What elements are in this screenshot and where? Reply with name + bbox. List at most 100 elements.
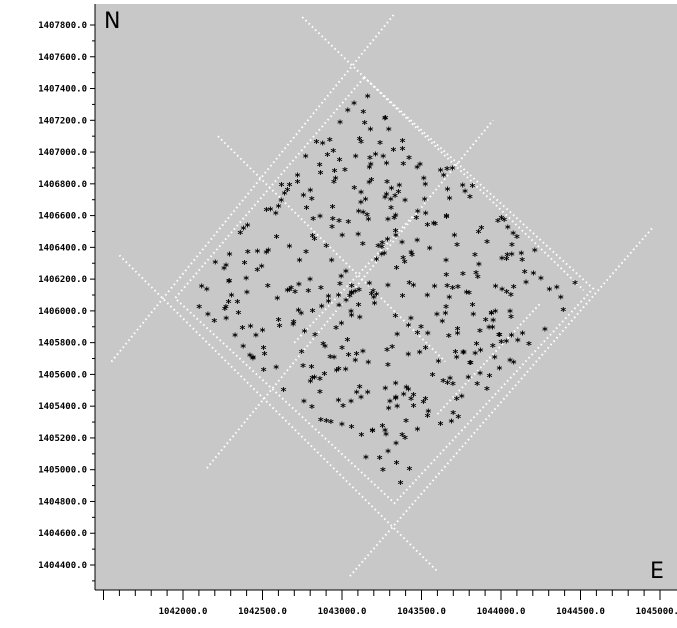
sample-point: *: [422, 394, 429, 407]
sample-point: *: [348, 289, 355, 302]
y-tick-label: 1406800.0: [38, 180, 87, 190]
x-tick-label: 1045000.0: [636, 607, 677, 617]
sample-point: *: [542, 325, 549, 338]
sample-point: *: [467, 358, 474, 371]
sample-point: *: [355, 207, 362, 220]
sample-point: *: [358, 187, 365, 200]
sample-point: *: [303, 247, 310, 260]
sample-point: *: [338, 272, 345, 285]
sample-point: *: [362, 195, 369, 208]
sample-point: *: [351, 183, 358, 196]
sample-point: *: [241, 258, 248, 271]
sample-point: *: [463, 288, 470, 301]
sample-point: *: [437, 419, 444, 432]
sample-point: *: [243, 274, 250, 287]
sample-point: *: [453, 394, 460, 407]
sample-point: *: [476, 260, 483, 273]
sample-point: *: [447, 374, 454, 387]
sample-point: *: [298, 308, 305, 321]
sample-point: *: [430, 218, 437, 231]
sample-point: *: [408, 248, 415, 261]
sample-point: *: [424, 291, 431, 304]
sample-point: *: [490, 316, 497, 329]
sample-point: *: [226, 276, 233, 289]
sample-point: *: [379, 238, 386, 251]
sample-point: *: [385, 125, 392, 138]
y-tick-label: 1404400.0: [38, 561, 87, 571]
sample-point: *: [363, 453, 370, 466]
sample-point: *: [510, 282, 517, 295]
sample-point: *: [370, 286, 377, 299]
sample-point: *: [254, 246, 261, 259]
sample-point: *: [244, 220, 251, 233]
sample-point: *: [424, 220, 431, 233]
sample-point: *: [429, 370, 436, 383]
sample-point: *: [307, 186, 314, 199]
sample-point: *: [443, 270, 450, 283]
sample-point: *: [393, 393, 400, 406]
sample-point: *: [444, 378, 451, 391]
sample-point: *: [344, 335, 351, 348]
sample-point: *: [439, 316, 446, 329]
sample-point: *: [352, 286, 359, 299]
sample-point: *: [503, 254, 510, 267]
sample-point: *: [352, 355, 359, 368]
x-axis-ticks: 1042000.0 1042500.0 1043000.0 1043500.0 1044…: [103, 590, 677, 617]
north-label: N: [104, 9, 120, 34]
y-tick-label: 1406000.0: [38, 307, 87, 317]
sample-point: *: [267, 204, 274, 217]
sample-point: *: [414, 235, 421, 248]
sample-point: *: [358, 198, 365, 211]
sample-point: *: [440, 171, 447, 184]
sample-point: *: [462, 187, 469, 200]
sample-point: *: [375, 241, 382, 254]
sample-point: *: [358, 392, 365, 405]
sample-point: *: [329, 214, 336, 227]
sample-point: *: [557, 292, 564, 305]
sample-point: *: [373, 255, 380, 268]
sample-point: *: [460, 269, 467, 282]
sample-point: *: [405, 385, 412, 398]
sample-point: *: [247, 321, 254, 334]
sample-point: *: [342, 165, 349, 178]
sample-point: *: [437, 165, 444, 178]
sample-point: *: [355, 300, 362, 313]
sample-point: *: [302, 152, 309, 165]
sample-point: *: [451, 230, 458, 243]
sample-point: *: [301, 326, 308, 339]
sample-point: *: [394, 329, 401, 342]
sample-point: *: [323, 416, 330, 429]
sample-point: *: [311, 234, 318, 247]
sample-point: *: [504, 223, 511, 236]
sample-point: *: [356, 285, 363, 298]
sample-point: *: [260, 365, 267, 378]
sample-point: *: [348, 307, 355, 320]
sample-point: *: [361, 118, 368, 131]
guide-line: [206, 119, 494, 469]
sample-point: *: [348, 310, 355, 323]
sample-point: *: [368, 175, 375, 188]
x-tick-label: 1042000.0: [159, 607, 208, 617]
sample-point: *: [290, 319, 297, 332]
sample-point: *: [477, 346, 484, 359]
sample-point: *: [366, 278, 373, 291]
sample-point: *: [498, 337, 505, 350]
sample-point: *: [458, 391, 465, 404]
sample-point: *: [408, 313, 415, 326]
sample-point: *: [401, 257, 408, 270]
sample-point: *: [461, 347, 468, 360]
sample-point: *: [235, 308, 242, 321]
sample-point: *: [399, 144, 406, 157]
sample-point: *: [369, 426, 376, 439]
sample-point: *: [467, 192, 474, 205]
sample-point: *: [488, 308, 495, 321]
sample-point: *: [499, 284, 506, 297]
sample-point: *: [273, 362, 280, 375]
sample-point: *: [356, 312, 363, 325]
sample-point: *: [381, 248, 388, 261]
sample-point: *: [331, 352, 338, 365]
sample-point: *: [371, 299, 378, 312]
sample-point: *: [203, 284, 210, 297]
sample-point: *: [421, 195, 428, 208]
y-axis-ticks: 1407800.0 1407600.0 1407400.0 1407200.0 1407…: [38, 21, 95, 582]
